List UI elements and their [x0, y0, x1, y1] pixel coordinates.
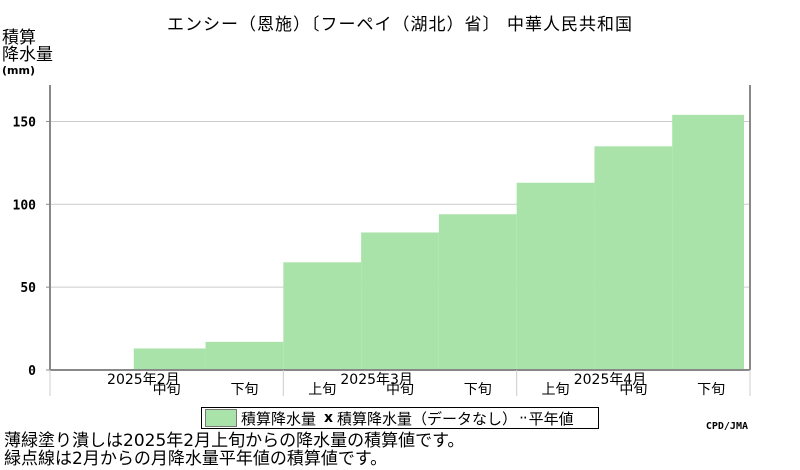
- precipitation-chart: 0 50 100 150 中旬 下旬 上旬 中旬 下旬 上旬 中旬 下旬 2025年2月 2025年3月 2…: [13, 85, 751, 398]
- x-tick-label-2025年4月下旬: 下旬: [697, 382, 725, 398]
- bar-2025年2月下旬: [205, 341, 284, 370]
- bar-2025年4月上旬: [516, 182, 595, 370]
- credit-text: CPD/JMA: [705, 421, 748, 432]
- x-tick-label-2025年3月中旬: 中旬: [386, 382, 414, 398]
- x-tick-label-2025年4月上旬: 上旬: [542, 382, 570, 398]
- bar-2025年4月中旬: [594, 146, 673, 370]
- bar-2025年3月下旬: [438, 214, 517, 370]
- legend-normal-label: 平年値: [528, 409, 574, 428]
- y-axis-label-line-1: 積算: [2, 28, 36, 48]
- x-tick-label-2025年4月中旬: 中旬: [619, 382, 647, 398]
- x-tick-label-2025年2月中旬: 中旬: [153, 382, 181, 398]
- y-tick-label-150: 150: [13, 115, 37, 130]
- month-label-2: 2025年4月: [574, 372, 647, 388]
- bar-2025年4月下旬: [672, 114, 744, 370]
- month-label-0: 2025年2月: [107, 372, 180, 388]
- legend-normal-dotted-line: ··: [519, 409, 527, 427]
- y-tick-label-100: 100: [13, 198, 37, 213]
- x-tick-label-2025年3月下旬: 下旬: [464, 382, 492, 398]
- chart-title: エンシー（恩施）〔フーペイ（湖北）省〕 中華人民共和国: [167, 15, 633, 35]
- y-axis-label-line-2: 降水量: [2, 45, 53, 65]
- y-axis-unit: (mm): [2, 64, 35, 77]
- legend-swatch-fill: [205, 409, 237, 427]
- bar-2025年3月上旬: [283, 262, 362, 370]
- legend-series-label: 積算降水量: [241, 409, 317, 428]
- y-tick-label-0: 0: [28, 364, 36, 379]
- legend: 積算降水量 x 積算降水量（データなし） ·· 平年値: [201, 407, 599, 429]
- y-axis-label: 積算 降水量 (mm): [2, 28, 53, 78]
- bar-2025年2月中旬: [133, 348, 206, 370]
- x-tick-label-2025年3月上旬: 上旬: [308, 382, 336, 398]
- legend-nodata-marker: x: [324, 410, 334, 426]
- month-label-1: 2025年3月: [340, 372, 413, 388]
- x-tick-label-2025年2月下旬: 下旬: [230, 382, 258, 398]
- note-dotted-line-description: 緑点線は2月からの月降水量平年値の積算値です。: [4, 449, 388, 469]
- y-tick-label-50: 50: [20, 281, 36, 296]
- bar-2025年3月中旬: [361, 232, 439, 370]
- legend-nodata-label: 積算降水量（データなし）: [337, 409, 518, 428]
- note-fill-description: 薄緑塗り潰しは2025年2月上旬からの降水量の積算値です。: [4, 431, 465, 451]
